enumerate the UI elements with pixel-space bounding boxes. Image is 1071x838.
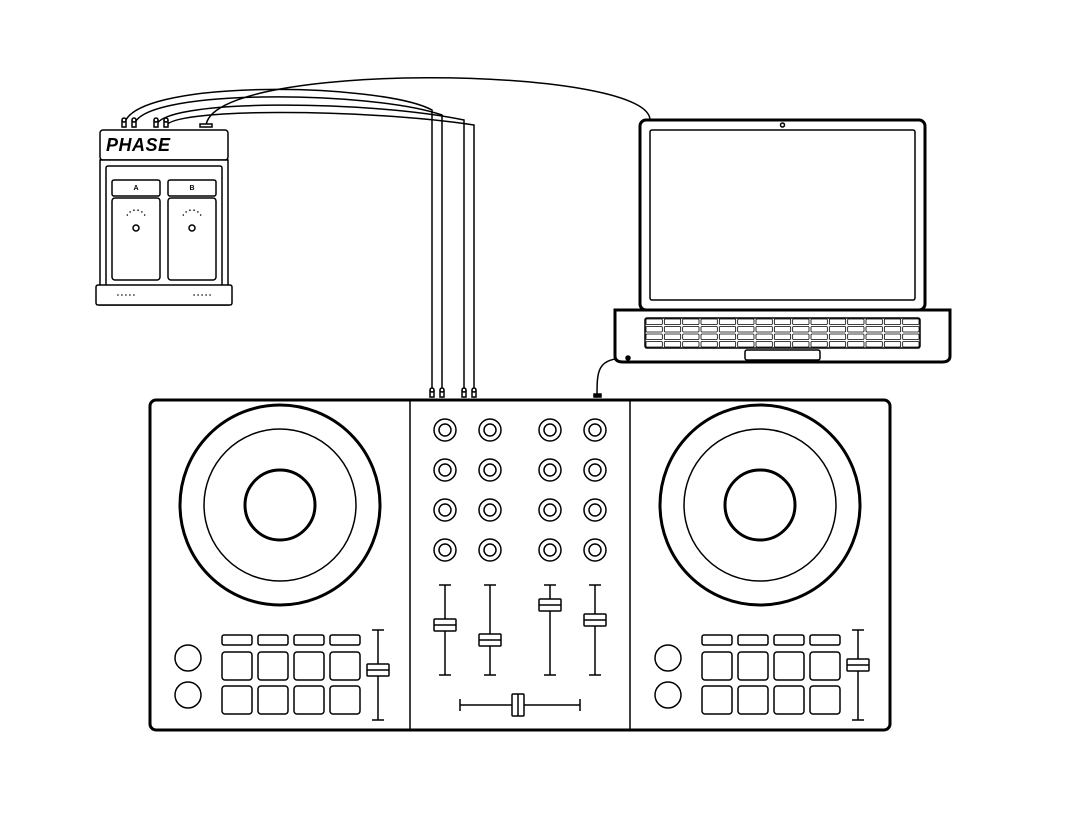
laptop [615,120,950,362]
deck-knob-1 [655,682,681,708]
laptop-camera-icon [781,123,785,127]
deck-small-btn-3 [810,635,840,645]
laptop-screen [650,130,915,300]
phase-base [96,285,232,305]
remote-label: B [189,185,194,192]
deck-small-btn-0 [222,635,252,645]
phase-remote-b: B [168,180,216,280]
remote-button [133,225,139,231]
remote-body [112,198,160,280]
pad-0-2 [774,652,804,680]
phase-logo-text: PHASE [106,135,171,155]
pad-1-0 [222,686,252,714]
pad-0-2 [294,652,324,680]
remote-body [168,198,216,280]
controller-usb-jack [594,394,601,397]
deck-small-btn-1 [738,635,768,645]
dj-controller [150,388,890,730]
pad-1-2 [294,686,324,714]
setup-diagram: PHASE A B [0,0,1071,838]
pad-1-3 [810,686,840,714]
jog-wheel-center [245,470,315,540]
pad-1-3 [330,686,360,714]
pad-0-0 [702,652,732,680]
deck-small-btn-3 [330,635,360,645]
pad-0-1 [738,652,768,680]
phase-usb-jack [200,124,212,127]
laptop-trackpad [745,350,820,360]
laptop-usb-port [626,356,630,360]
pad-1-2 [774,686,804,714]
deck-knob-0 [655,645,681,671]
deck-small-btn-2 [774,635,804,645]
deck-knob-1 [175,682,201,708]
remote-label: A [133,185,138,192]
jog-wheel-center [725,470,795,540]
deck-small-btn-0 [702,635,732,645]
phase-receiver: PHASE A B [96,118,232,305]
cable-usb_laptop_controller [597,358,628,397]
pad-0-3 [330,652,360,680]
pad-0-0 [222,652,252,680]
pad-1-1 [258,686,288,714]
pad-0-1 [258,652,288,680]
deck-knob-0 [175,645,201,671]
pad-0-3 [810,652,840,680]
remote-button [189,225,195,231]
deck-small-btn-1 [258,635,288,645]
phase-remote-a: A [112,180,160,280]
pad-1-1 [738,686,768,714]
pad-1-0 [702,686,732,714]
deck-small-btn-2 [294,635,324,645]
